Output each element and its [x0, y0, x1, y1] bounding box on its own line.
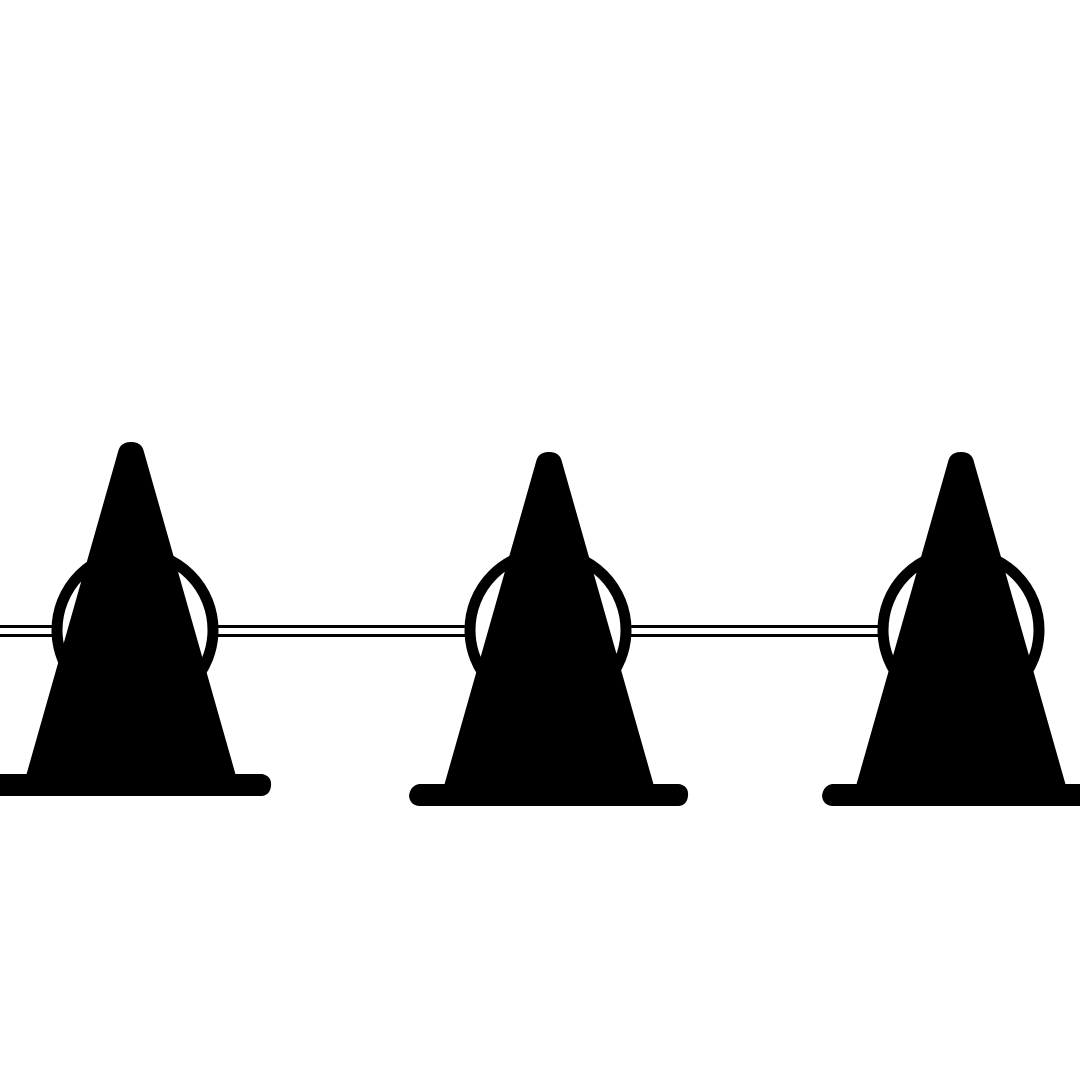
cone-body [26, 442, 236, 776]
barrier-segment-2 [624, 625, 886, 637]
cone-base [822, 784, 1080, 806]
traffic-cone-icon [0, 442, 272, 796]
traffic-cone-icon [409, 452, 689, 806]
cone-base [0, 774, 272, 796]
traffic-cone-icon [822, 452, 1080, 806]
cone-body [856, 452, 1066, 786]
cone-base [409, 784, 689, 806]
barrier-chain [0, 625, 886, 637]
barrier-segment-1 [210, 625, 472, 637]
cone-body [444, 452, 654, 786]
barrier-segment-left-edge [0, 625, 60, 637]
